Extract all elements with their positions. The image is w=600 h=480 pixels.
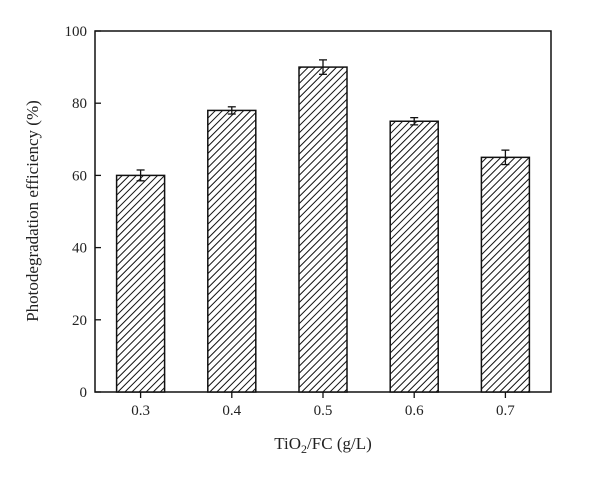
x-axis-title-subscript: 2 [301,442,307,456]
x-tick-label: 0.4 [222,403,241,419]
x-axis: 0.3 0.4 0.5 0.6 0.7 [131,392,515,419]
y-tick-label: 80 [72,96,87,112]
y-tick-label: 40 [72,241,87,257]
y-tick-label: 20 [72,313,87,329]
x-axis-title-rest: /FC (g/L) [307,434,372,453]
bar [298,66,348,393]
error-bar [136,169,145,182]
y-tick-label: 0 [80,385,88,401]
error-bar [319,59,327,75]
y-axis-title: Photodegradation efficiency (%) [23,100,42,322]
error-bar [501,149,510,166]
bar [480,156,531,393]
x-axis-title: TiO2/FC (g/L) [274,434,372,456]
y-axis: 0 20 40 60 80 100 [65,24,101,401]
error-bar [410,116,419,126]
error-bar [227,106,236,115]
y-tick-label: 60 [72,168,87,184]
y-tick-label: 100 [65,24,88,40]
bar [207,109,257,393]
x-axis-title-main: TiO [274,434,301,453]
x-tick-label: 0.6 [405,403,424,419]
x-tick-label: 0.5 [314,403,333,419]
bar-series [115,59,531,393]
bar [115,174,166,393]
bar [389,120,439,393]
x-tick-label: 0.3 [131,403,150,419]
x-tick-label: 0.7 [496,403,515,419]
